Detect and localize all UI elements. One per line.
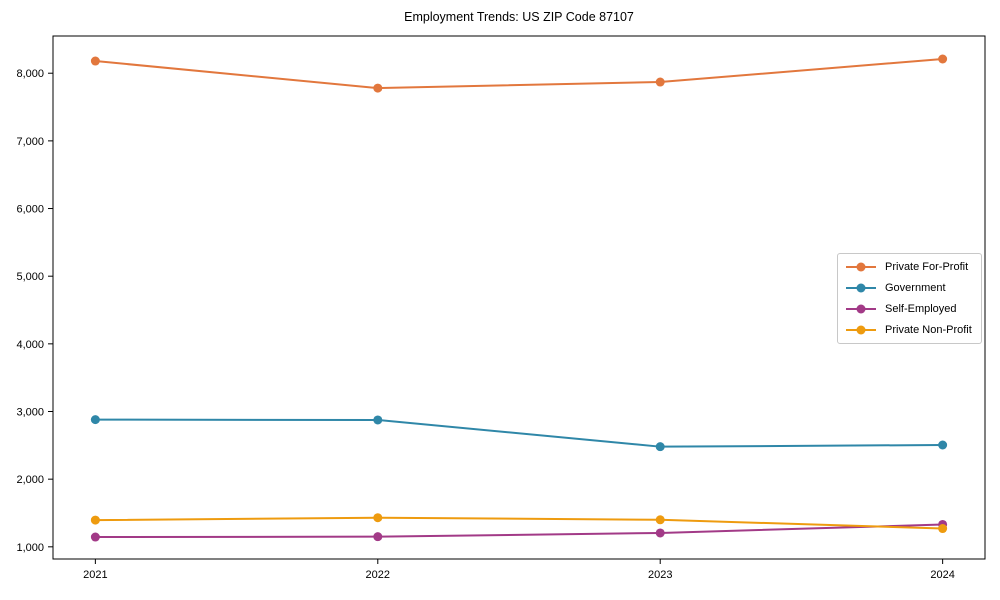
y-tick-label: 7,000 xyxy=(16,136,44,148)
legend-item-government: Government xyxy=(845,282,981,294)
legend-item-self-employed: Self-Employed xyxy=(845,303,981,315)
legend-line-marker-icon xyxy=(846,262,876,272)
data-point-private-non-profit-2023 xyxy=(655,515,665,525)
series-line-government xyxy=(94,418,944,448)
legend-label: Private For-Profit xyxy=(885,261,969,274)
data-point-government-2022 xyxy=(373,415,383,425)
data-point-private-for-profit-2022 xyxy=(373,83,383,93)
data-point-private-for-profit-2021 xyxy=(90,56,100,66)
y-tick-label: 8,000 xyxy=(16,68,44,80)
legend-item-private-for-profit: Private For-Profit xyxy=(845,261,981,273)
data-point-government-2021 xyxy=(90,415,100,425)
y-tick-label: 6,000 xyxy=(16,204,44,216)
x-tick-label: 2021 xyxy=(83,569,107,581)
plot-area-border xyxy=(52,35,986,560)
legend-label: Self-Employed xyxy=(885,302,957,315)
data-point-private-non-profit-2021 xyxy=(90,515,100,525)
x-tick-label: 2023 xyxy=(648,569,672,581)
data-point-self-employed-2022 xyxy=(373,532,383,542)
y-tick-label: 2,000 xyxy=(16,474,44,486)
legend-label: Government xyxy=(885,282,946,295)
legend-line-marker-icon xyxy=(846,325,876,335)
chart-legend: Private For-Profit Government Self-Employe… xyxy=(837,253,982,344)
data-point-self-employed-2023 xyxy=(655,528,665,538)
x-tick-label: 2024 xyxy=(930,569,954,581)
legend-label: Private Non-Profit xyxy=(885,323,972,336)
data-point-private-for-profit-2023 xyxy=(655,77,665,87)
legend-line-marker-icon xyxy=(846,283,876,293)
legend-line-marker-icon xyxy=(846,304,876,314)
x-tick-label: 2022 xyxy=(366,569,390,581)
y-tick-label: 3,000 xyxy=(16,407,44,419)
series-line-private-for-profit xyxy=(94,58,944,90)
y-tick-label: 1,000 xyxy=(16,542,44,554)
y-tick-label: 5,000 xyxy=(16,271,44,283)
legend-item-private-non-profit: Private Non-Profit xyxy=(845,324,981,336)
y-tick-label: 4,000 xyxy=(16,339,44,351)
series-line-private-non-profit xyxy=(94,516,944,530)
data-point-private-for-profit-2024 xyxy=(938,54,948,64)
data-point-private-non-profit-2024 xyxy=(938,524,948,534)
data-point-government-2024 xyxy=(938,440,948,450)
data-point-government-2023 xyxy=(655,442,665,452)
series-line-self-employed xyxy=(94,523,944,539)
chart-title: Employment Trends: US ZIP Code 87107 xyxy=(404,10,634,24)
data-point-self-employed-2021 xyxy=(90,532,100,542)
data-point-private-non-profit-2022 xyxy=(373,513,383,523)
